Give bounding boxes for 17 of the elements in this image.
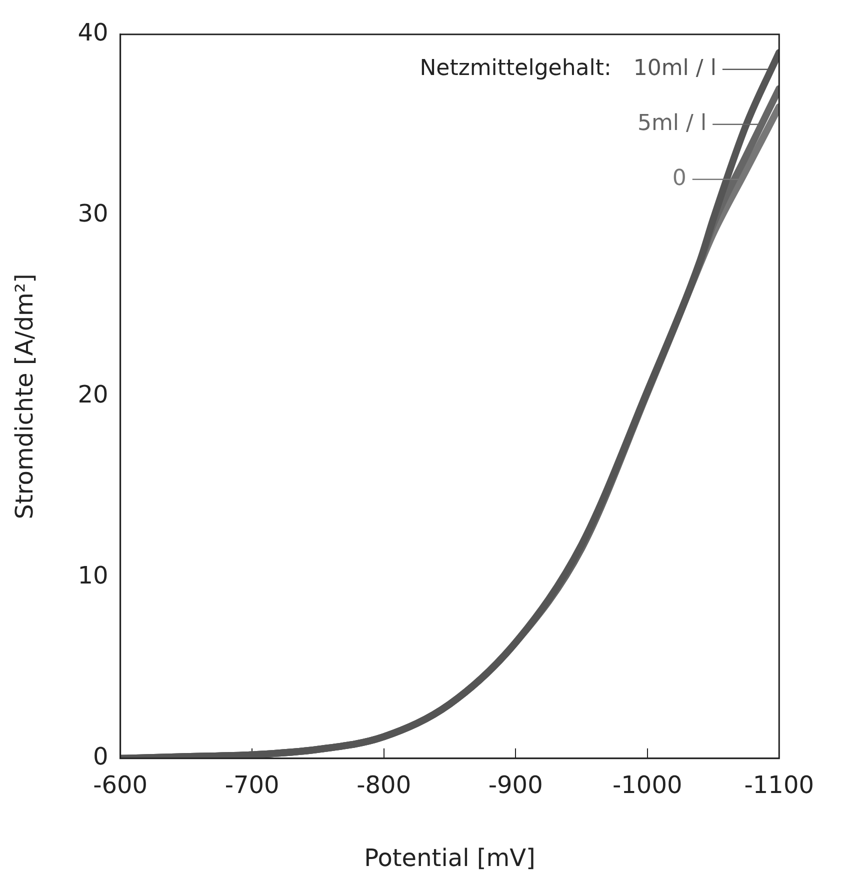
x-tick-label: -700 (224, 771, 280, 800)
x-tick-label: -600 (93, 771, 148, 800)
x-tick-label: -1000 (612, 771, 682, 800)
x-tick-label: -900 (488, 771, 543, 800)
y-tick-label: 40 (78, 18, 108, 47)
x-axis-title: Potential [mV] (364, 844, 536, 872)
x-tick-label: -800 (356, 771, 412, 800)
y-tick-label: 30 (78, 200, 108, 228)
x-tick-label: -1100 (744, 771, 814, 800)
y-tick-label: 10 (78, 562, 108, 590)
y-tick-label: 20 (78, 380, 108, 409)
legend-label: 0 (672, 166, 686, 192)
legend-label: 5ml / l (638, 111, 707, 136)
y-axis-title: Stromdichte [A/dm²] (10, 274, 39, 520)
legend-label: 10ml / l (633, 56, 716, 82)
legend-title: Netzmittelgehalt: (420, 56, 612, 82)
y-tick-label: 0 (93, 742, 108, 771)
